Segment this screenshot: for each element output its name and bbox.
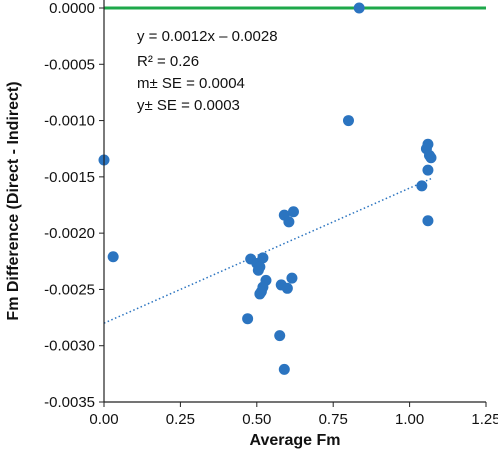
data-point <box>242 313 254 325</box>
data-point <box>286 272 298 284</box>
y-tick-label: -0.0015 <box>44 169 95 186</box>
y-axis-title: Fm Difference (Direct - Indirect) <box>5 81 22 320</box>
data-point <box>257 252 269 264</box>
data-points-layer <box>98 2 437 375</box>
y-tick-label: -0.0025 <box>44 281 95 298</box>
y-tick-label: -0.0010 <box>44 113 95 130</box>
y-tick-label: -0.0035 <box>44 394 95 411</box>
x-tick-label: 1.00 <box>395 411 424 428</box>
linear-trendline <box>103 177 432 324</box>
x-tick-label: 0.00 <box>89 411 118 428</box>
equation-annotation: y = 0.0012x – 0.0028 <box>137 28 278 45</box>
data-point <box>342 115 354 127</box>
y-tick-label: -0.0030 <box>44 338 95 355</box>
r-squared-annotation: R² = 0.26 <box>137 53 199 70</box>
y-tick-label: -0.0005 <box>44 56 95 73</box>
data-point <box>422 215 434 227</box>
x-axis-title: Average Fm <box>250 432 341 449</box>
x-tick-label: 0.75 <box>319 411 348 428</box>
intercept-se-annotation: y± SE = 0.0003 <box>137 97 240 114</box>
x-tick-label: 0.25 <box>166 411 195 428</box>
data-point <box>353 2 365 14</box>
annotation-layer: y = 0.0012x – 0.0028 R² = 0.26 m± SE = 0… <box>137 28 278 114</box>
data-point <box>281 282 293 294</box>
data-point <box>274 330 286 342</box>
trendline-layer <box>103 177 432 324</box>
data-point <box>287 206 299 218</box>
y-tick-label: -0.0020 <box>44 225 95 242</box>
x-tick-label: 1.25 <box>471 411 498 428</box>
data-point <box>254 261 266 273</box>
data-point <box>278 363 290 375</box>
data-point <box>283 216 295 228</box>
data-point <box>422 164 434 176</box>
axes-layer: 0.0000 -0.0005 -0.0010 -0.0015 -0.0020 -0.002… <box>44 0 498 428</box>
data-point <box>416 180 428 192</box>
y-tick-label: 0.0000 <box>49 0 95 17</box>
slope-se-annotation: m± SE = 0.0004 <box>137 75 245 92</box>
data-point <box>107 251 119 263</box>
data-point <box>255 286 267 298</box>
x-tick-label: 0.50 <box>242 411 271 428</box>
data-point <box>425 152 437 164</box>
